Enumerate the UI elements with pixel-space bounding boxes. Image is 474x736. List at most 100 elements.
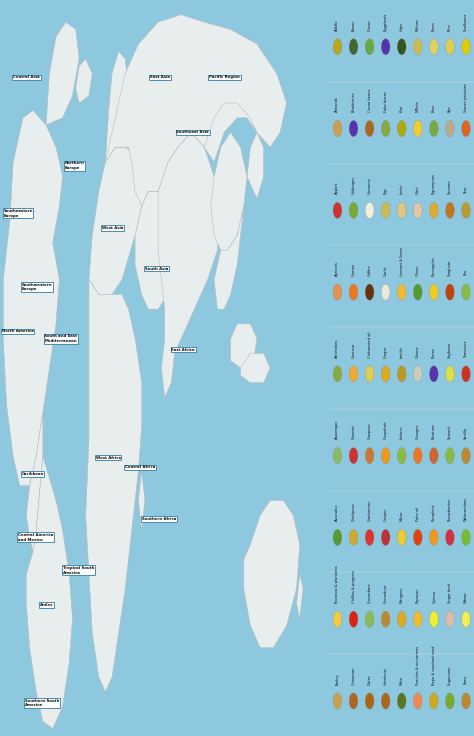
Text: Mate: Mate <box>400 676 404 684</box>
Text: Cinnamon: Cinnamon <box>352 666 356 684</box>
Text: Cowpeas: Cowpeas <box>368 423 372 439</box>
Ellipse shape <box>333 39 342 55</box>
Ellipse shape <box>413 284 422 300</box>
Text: Lemons & limes: Lemons & limes <box>400 247 404 276</box>
Ellipse shape <box>429 611 438 627</box>
Text: South and East
Mediterranean: South and East Mediterranean <box>45 334 77 343</box>
Text: Kiwi: Kiwi <box>400 105 404 113</box>
Ellipse shape <box>349 529 358 545</box>
Ellipse shape <box>349 121 358 137</box>
Polygon shape <box>240 353 270 383</box>
Text: Yams: Yams <box>464 676 468 684</box>
Polygon shape <box>158 132 221 397</box>
Text: Faba beans: Faba beans <box>383 91 388 113</box>
Ellipse shape <box>446 39 454 55</box>
Ellipse shape <box>462 693 470 709</box>
Ellipse shape <box>462 611 470 627</box>
Text: North America: North America <box>1 329 34 333</box>
Ellipse shape <box>381 693 390 709</box>
Polygon shape <box>135 191 174 309</box>
Ellipse shape <box>365 39 374 55</box>
Text: Sorghum: Sorghum <box>448 259 452 276</box>
Text: Northern
Europe: Northern Europe <box>64 161 84 170</box>
Text: Potatoes: Potatoes <box>432 424 436 439</box>
Polygon shape <box>244 500 300 648</box>
Polygon shape <box>105 15 287 206</box>
Text: Avocados: Avocados <box>336 504 339 521</box>
Ellipse shape <box>365 202 374 219</box>
Ellipse shape <box>429 447 438 464</box>
Ellipse shape <box>349 366 358 382</box>
Ellipse shape <box>333 693 342 709</box>
Ellipse shape <box>429 366 438 382</box>
Text: Oranges: Oranges <box>416 424 420 439</box>
Ellipse shape <box>446 611 454 627</box>
Ellipse shape <box>462 284 470 300</box>
Ellipse shape <box>429 284 438 300</box>
Text: Sugarcane: Sugarcane <box>448 665 452 684</box>
Text: Eggplants: Eggplants <box>383 13 388 31</box>
Ellipse shape <box>462 447 470 464</box>
Ellipse shape <box>413 529 422 545</box>
Ellipse shape <box>397 611 406 627</box>
Text: Sweet potatoes: Sweet potatoes <box>464 84 468 113</box>
Text: Coconuts: Coconuts <box>368 177 372 194</box>
Text: Beans: Beans <box>352 19 356 31</box>
Ellipse shape <box>365 611 374 627</box>
Text: Central Africa: Central Africa <box>125 465 155 470</box>
Ellipse shape <box>349 202 358 219</box>
Text: Asparagus: Asparagus <box>336 420 339 439</box>
Text: Groundnut: Groundnut <box>383 584 388 603</box>
Text: Caribbean: Caribbean <box>21 472 44 476</box>
Text: Watermelons: Watermelons <box>464 498 468 521</box>
Ellipse shape <box>333 529 342 545</box>
Text: Artichokes: Artichokes <box>336 339 339 358</box>
Text: Oats: Oats <box>416 185 420 194</box>
Ellipse shape <box>413 366 422 382</box>
Text: Pacific Region: Pacific Region <box>209 75 240 79</box>
Polygon shape <box>204 103 257 162</box>
Polygon shape <box>86 280 142 692</box>
Text: Cucumbers: Cucumbers <box>368 582 372 603</box>
Polygon shape <box>105 52 132 162</box>
Text: Hazelnuts: Hazelnuts <box>383 667 388 684</box>
Text: Tropical South
America: Tropical South America <box>63 566 94 575</box>
Ellipse shape <box>333 202 342 219</box>
Text: West Asia: West Asia <box>102 226 124 230</box>
Text: Leeks: Leeks <box>400 184 404 194</box>
Text: Palm oil: Palm oil <box>416 507 420 521</box>
Text: Garlic: Garlic <box>383 265 388 276</box>
Ellipse shape <box>429 39 438 55</box>
Ellipse shape <box>462 202 470 219</box>
Text: Bananas & plantains: Bananas & plantains <box>336 565 339 603</box>
Text: Rape & mustard seed: Rape & mustard seed <box>432 645 436 684</box>
Ellipse shape <box>381 447 390 464</box>
Polygon shape <box>247 132 264 199</box>
Text: Pears: Pears <box>432 21 436 31</box>
Ellipse shape <box>381 611 390 627</box>
Text: Sugar beet: Sugar beet <box>448 583 452 603</box>
Text: Quinoa: Quinoa <box>432 590 436 603</box>
Ellipse shape <box>381 39 390 55</box>
Ellipse shape <box>413 121 422 137</box>
Ellipse shape <box>397 284 406 300</box>
Polygon shape <box>27 456 73 729</box>
Ellipse shape <box>333 611 342 627</box>
Ellipse shape <box>365 693 374 709</box>
Text: Spinach: Spinach <box>448 425 452 439</box>
Polygon shape <box>76 59 92 103</box>
Text: Onions: Onions <box>416 345 420 358</box>
Polygon shape <box>89 147 142 294</box>
Ellipse shape <box>397 529 406 545</box>
Text: Lentils: Lentils <box>400 346 404 358</box>
Ellipse shape <box>462 529 470 545</box>
Ellipse shape <box>381 366 390 382</box>
Text: Dates: Dates <box>368 674 372 684</box>
Text: Plums: Plums <box>432 347 436 358</box>
Text: Apricots: Apricots <box>336 261 339 276</box>
Polygon shape <box>214 206 244 309</box>
Ellipse shape <box>397 121 406 137</box>
Ellipse shape <box>446 121 454 137</box>
Text: Melons: Melons <box>416 18 420 31</box>
Ellipse shape <box>413 693 422 709</box>
